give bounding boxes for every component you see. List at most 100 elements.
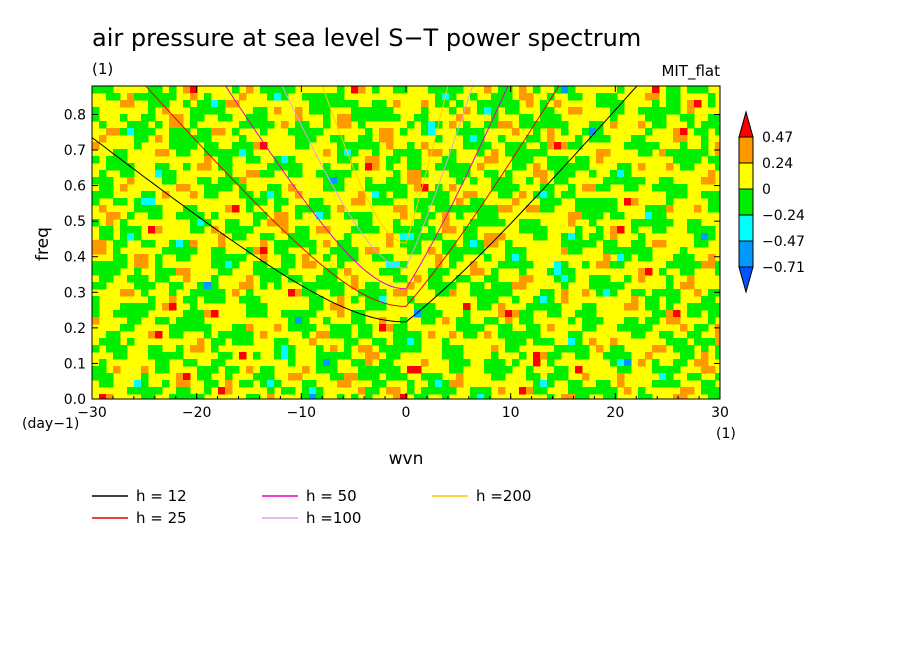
heatmap-cell	[393, 86, 401, 94]
heatmap-cell	[183, 100, 191, 108]
heatmap-cell	[456, 114, 464, 122]
heatmap-cell	[456, 128, 464, 136]
heatmap-cell	[239, 121, 247, 129]
heatmap-cell	[533, 191, 541, 199]
heatmap-cell	[344, 121, 352, 129]
heatmap-cell	[687, 100, 695, 108]
heatmap-cell	[253, 107, 261, 115]
heatmap-cell	[456, 317, 464, 325]
heatmap-cell	[561, 247, 569, 255]
heatmap-cell	[141, 128, 149, 136]
heatmap-cell	[687, 114, 695, 122]
heatmap-cell	[456, 163, 464, 171]
heatmap-cell	[484, 317, 492, 325]
heatmap-cell	[218, 247, 226, 255]
heatmap-cell	[218, 338, 226, 346]
heatmap-cell	[694, 331, 702, 339]
heatmap-cell	[498, 366, 506, 374]
heatmap-cell	[533, 387, 541, 395]
heatmap-cell	[666, 149, 674, 157]
heatmap-cell	[323, 352, 331, 360]
heatmap-cell	[260, 86, 268, 94]
heatmap-cell	[568, 247, 576, 255]
heatmap-cell	[141, 303, 149, 311]
heatmap-cell	[624, 184, 632, 192]
heatmap-cell	[631, 296, 639, 304]
heatmap-cell	[365, 247, 373, 255]
heatmap-cell	[337, 240, 345, 248]
heatmap-cell	[176, 373, 184, 381]
heatmap-cell	[372, 156, 380, 164]
heatmap-cell	[540, 233, 548, 241]
heatmap-cell	[519, 310, 527, 318]
heatmap-cell	[141, 254, 149, 262]
chart-title: air pressure at sea level S−T power spec…	[92, 24, 641, 52]
heatmap-cell	[421, 310, 429, 318]
heatmap-cell	[127, 121, 135, 129]
heatmap-cell	[274, 219, 282, 227]
heatmap-cell	[442, 191, 450, 199]
heatmap-cell	[274, 163, 282, 171]
heatmap-cell	[428, 247, 436, 255]
heatmap-cell	[575, 156, 583, 164]
heatmap-cell	[99, 394, 107, 399]
heatmap-cell	[176, 247, 184, 255]
heatmap-cell	[239, 135, 247, 143]
heatmap-cell	[505, 170, 513, 178]
heatmap-cell	[169, 114, 177, 122]
heatmap-cell	[365, 359, 373, 367]
heatmap-cell	[260, 373, 268, 381]
heatmap-cell	[155, 212, 163, 220]
x-axis: −30 −20 −10 0 10 20 30	[77, 86, 729, 421]
heatmap-cell	[127, 100, 135, 108]
heatmap-cell	[246, 331, 254, 339]
heatmap-cell	[218, 254, 226, 262]
heatmap-cell	[148, 394, 156, 399]
heatmap-cell	[561, 121, 569, 129]
heatmap-cell	[631, 317, 639, 325]
heatmap-cell	[421, 100, 429, 108]
heatmap-cell	[519, 219, 527, 227]
heatmap-cell	[526, 156, 534, 164]
heatmap-cell	[197, 282, 205, 290]
heatmap-cell	[309, 198, 317, 206]
heatmap-cell	[484, 219, 492, 227]
heatmap-cell	[246, 296, 254, 304]
heatmap-cell	[666, 380, 674, 388]
heatmap-cell	[169, 282, 177, 290]
colorbar-label: 0.47	[762, 130, 793, 146]
heatmap-cell	[449, 107, 457, 115]
heatmap-cell	[428, 373, 436, 381]
heatmap-cell	[526, 303, 534, 311]
heatmap-cell	[652, 345, 660, 353]
heatmap-cell	[484, 86, 492, 94]
heatmap-cell	[596, 198, 604, 206]
heatmap-cell	[400, 191, 408, 199]
heatmap-cell	[232, 86, 240, 94]
heatmap-cell	[596, 233, 604, 241]
colorbar-segment	[738, 214, 754, 242]
heatmap-cell	[624, 352, 632, 360]
heatmap-cell	[470, 135, 478, 143]
heatmap-cell	[218, 268, 226, 276]
heatmap-cell	[498, 93, 506, 101]
heatmap-cell	[232, 324, 240, 332]
heatmap-cell	[162, 247, 170, 255]
heatmap-cell	[92, 303, 100, 311]
heatmap-cell	[379, 268, 387, 276]
heatmap-cell	[575, 338, 583, 346]
heatmap-cell	[288, 254, 296, 262]
heatmap-cell	[491, 205, 499, 213]
heatmap-cell	[365, 128, 373, 136]
heatmap-cell	[211, 142, 219, 150]
heatmap-cell	[603, 198, 611, 206]
heatmap-cell	[554, 198, 562, 206]
heatmap-cell	[183, 380, 191, 388]
heatmap-cell	[379, 289, 387, 297]
heatmap-cell	[470, 289, 478, 297]
heatmap-cell	[162, 352, 170, 360]
heatmap-cell	[470, 282, 478, 290]
heatmap-cell	[372, 100, 380, 108]
heatmap-cell	[148, 191, 156, 199]
heatmap-cell	[330, 275, 338, 283]
